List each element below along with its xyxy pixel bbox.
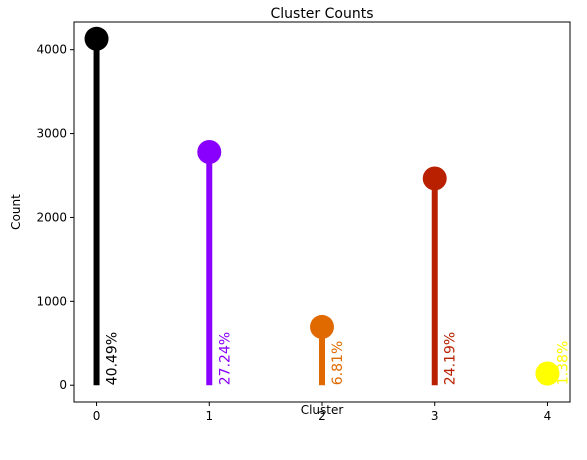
- y-tick-label: 0: [59, 378, 67, 392]
- y-tick-label: 1000: [36, 294, 67, 308]
- lollipop-marker: [197, 140, 222, 165]
- chart-title: Cluster Counts: [270, 6, 373, 22]
- lollipop-marker: [535, 361, 560, 386]
- percent-label: 24.19%: [443, 332, 459, 385]
- lollipop-marker: [310, 314, 334, 339]
- axis-ticks: 0 1000 2000 3000 4000 0 1 2 3 4: [36, 43, 551, 423]
- x-tick-label: 0: [93, 409, 101, 423]
- x-tick-label: 2: [318, 409, 326, 423]
- percent-label: 6.81%: [330, 341, 346, 385]
- lollipop-marker: [422, 166, 447, 191]
- y-tick-label: 4000: [36, 43, 67, 57]
- y-axis-label: Count: [9, 194, 23, 230]
- y-tick-label: 2000: [36, 210, 67, 224]
- percent-label: 1.38%: [555, 341, 571, 385]
- x-tick-label: 4: [544, 409, 552, 423]
- percent-label: 27.24%: [217, 332, 233, 385]
- lollipop-marker: [84, 26, 109, 51]
- plot-area: 40.49% 27.24% 6.81% 24.19% 1.38%: [84, 26, 571, 386]
- x-axis-label: Cluster: [301, 403, 344, 417]
- x-tick-label: 3: [431, 409, 439, 423]
- percent-label: 40.49%: [105, 332, 121, 385]
- x-tick-label: 1: [205, 409, 213, 423]
- y-tick-label: 3000: [36, 127, 67, 141]
